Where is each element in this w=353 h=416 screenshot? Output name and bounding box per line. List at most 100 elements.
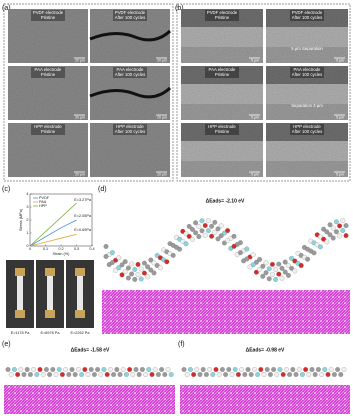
label-box xyxy=(205,124,239,135)
atom xyxy=(18,367,24,372)
atom xyxy=(263,260,269,266)
atom xyxy=(79,372,84,377)
atom xyxy=(189,226,195,232)
atom xyxy=(277,367,283,372)
series-line xyxy=(29,202,77,247)
specimen xyxy=(47,276,53,310)
atom xyxy=(183,241,189,247)
atom xyxy=(34,372,40,377)
atom xyxy=(337,223,343,229)
atom xyxy=(159,367,165,372)
atom xyxy=(197,372,203,377)
atom xyxy=(202,233,208,238)
y-tick-label: 3 xyxy=(26,205,28,209)
atom xyxy=(341,367,347,372)
atom xyxy=(138,266,144,272)
atom xyxy=(98,372,104,377)
label-box xyxy=(113,67,147,78)
atom xyxy=(309,367,315,372)
atom xyxy=(183,231,189,237)
atom xyxy=(82,367,88,372)
atom xyxy=(327,232,333,238)
atom xyxy=(298,263,304,268)
atom xyxy=(133,367,139,372)
atom xyxy=(193,230,199,236)
atom xyxy=(181,367,187,372)
substrate xyxy=(266,104,348,120)
atom xyxy=(186,233,192,239)
atom xyxy=(335,367,341,372)
atom xyxy=(164,259,170,265)
atom xyxy=(332,372,337,377)
atom xyxy=(101,367,107,372)
atom xyxy=(203,372,209,377)
atom xyxy=(209,223,215,229)
atom xyxy=(340,228,346,233)
photo-caption: E=1178 Pa xyxy=(11,331,31,335)
atom xyxy=(196,224,202,229)
image-subtitle: After 100 cycles xyxy=(115,129,146,134)
atom xyxy=(205,218,211,224)
atom xyxy=(263,270,269,276)
atom xyxy=(270,261,275,267)
label-box xyxy=(290,124,324,135)
atom xyxy=(322,367,328,372)
label-box xyxy=(31,124,65,135)
atom xyxy=(207,367,213,372)
panel-label: (f) xyxy=(178,341,185,348)
atom xyxy=(257,257,263,262)
atom xyxy=(132,267,138,272)
substrate xyxy=(181,104,263,120)
atom xyxy=(210,372,216,377)
atom xyxy=(139,367,145,372)
atom xyxy=(293,372,299,377)
atom xyxy=(157,265,163,271)
atom xyxy=(305,256,311,262)
atom xyxy=(289,265,295,271)
atom xyxy=(199,218,205,224)
atom xyxy=(146,367,152,372)
label-box xyxy=(290,67,324,78)
atom xyxy=(60,372,65,377)
label-box xyxy=(113,10,147,21)
atom xyxy=(129,271,135,277)
atom xyxy=(148,257,154,263)
substrate xyxy=(266,161,348,177)
image-title: HPP electrode xyxy=(293,124,321,129)
atom xyxy=(165,367,171,372)
label-box xyxy=(113,124,147,135)
atom xyxy=(117,372,123,377)
image-title: HPP electrode xyxy=(116,124,144,129)
image-title: HPP electrode xyxy=(208,124,236,129)
atom xyxy=(225,238,231,243)
atom xyxy=(276,271,282,277)
atom xyxy=(219,367,225,372)
atom xyxy=(274,372,280,377)
atom xyxy=(193,220,199,226)
atom xyxy=(343,233,349,238)
image-title: PAA electrode xyxy=(117,67,145,72)
atom xyxy=(261,372,267,377)
atom xyxy=(296,367,302,372)
image-title: PVDF electrode xyxy=(207,10,238,15)
atom xyxy=(215,226,221,232)
atom xyxy=(95,367,100,372)
atom xyxy=(343,223,349,228)
scale-label: 5 µm xyxy=(336,172,344,176)
atom xyxy=(109,260,115,265)
atom xyxy=(316,367,321,372)
image-title: PAA electrode xyxy=(209,67,237,72)
atom xyxy=(221,240,227,246)
adsorption-energy: ΔEads= -1.58 eV xyxy=(71,347,110,353)
scale-label: 20 µm xyxy=(157,115,167,119)
atom xyxy=(186,223,192,229)
image-subtitle: After 100 cycles xyxy=(115,72,146,77)
panel-label: (b) xyxy=(175,5,184,12)
atom xyxy=(319,372,325,377)
atom xyxy=(170,253,176,258)
atom xyxy=(196,234,202,239)
atom xyxy=(289,255,295,261)
panel-label: (d) xyxy=(98,186,107,193)
photo-caption: E=2262 Pa xyxy=(71,331,91,335)
atom xyxy=(177,246,183,252)
